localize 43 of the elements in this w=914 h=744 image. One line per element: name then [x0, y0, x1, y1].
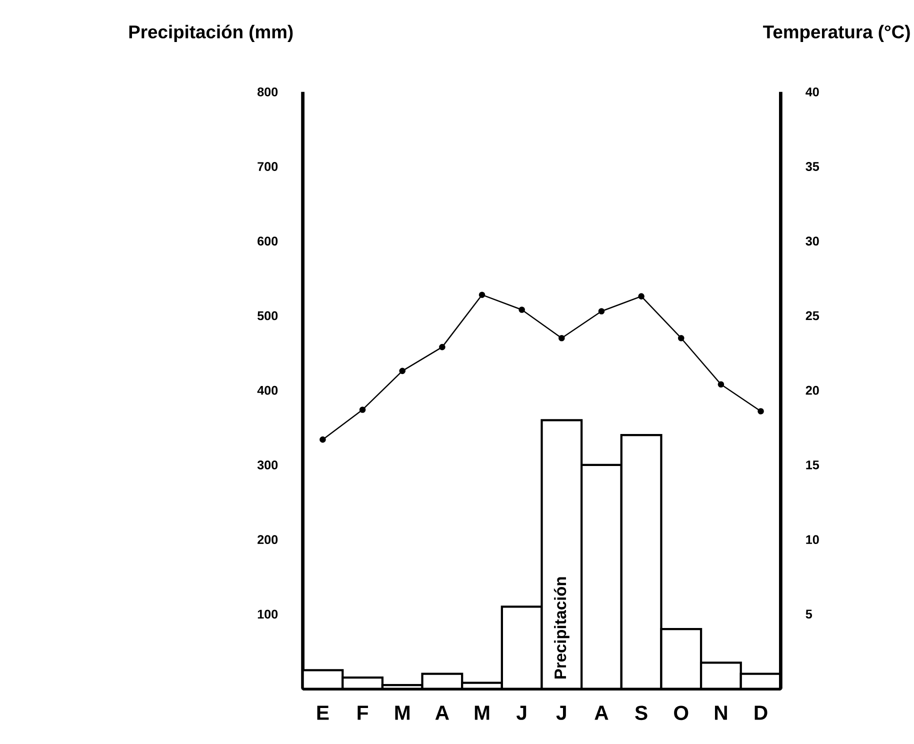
x-tick-label: F — [358, 706, 368, 720]
y2-tick-label: 10 — [806, 535, 819, 544]
y-axis-title: Precipitación (mm) — [129, 24, 293, 42]
x-tick-label: A — [594, 706, 608, 720]
point — [758, 408, 764, 414]
y-tick-label: 200 — [258, 535, 278, 544]
x-tick-label: J — [556, 706, 566, 720]
y-tick-label: 300 — [257, 460, 278, 470]
y2-tick-label: 35 — [806, 162, 820, 171]
y2-tick-label: 15 — [806, 460, 820, 470]
point — [718, 381, 724, 388]
point — [638, 293, 644, 300]
y2-tick-label: 25 — [806, 311, 820, 320]
y2-tick-label: 30 — [806, 236, 819, 246]
x-tick-label: M — [395, 706, 410, 720]
y2-tick-label: 40 — [806, 87, 819, 96]
y2-tick-label: 20 — [806, 386, 819, 395]
y2-axis-title: Temperatura (°C) — [763, 24, 910, 42]
point — [678, 335, 684, 342]
x-tick-label: A — [435, 706, 449, 720]
y2-tick-label: 5 — [806, 610, 812, 619]
x-tick-label: E — [317, 706, 329, 720]
y-tick-label: 100 — [258, 610, 278, 619]
y-tick-label: 600 — [258, 236, 278, 246]
x-tick-label: N — [714, 706, 727, 720]
x-tick-label: J — [516, 706, 526, 720]
point — [558, 335, 565, 342]
y-tick-label: 500 — [258, 311, 278, 320]
x-tick-label: S — [635, 706, 648, 720]
point — [478, 292, 486, 298]
point — [359, 406, 366, 413]
y-tick-label: 400 — [257, 386, 278, 395]
series-label: Precipitación — [554, 577, 570, 678]
point — [399, 368, 406, 374]
y-tick-label: 700 — [258, 162, 278, 171]
point — [598, 308, 605, 314]
point — [439, 344, 446, 350]
x-tick-label: D — [754, 706, 768, 720]
point — [518, 306, 525, 313]
y-tick-label: 800 — [258, 87, 278, 96]
x-tick-label: M — [474, 706, 490, 720]
x-tick-label: O — [674, 706, 688, 720]
point — [320, 436, 326, 443]
